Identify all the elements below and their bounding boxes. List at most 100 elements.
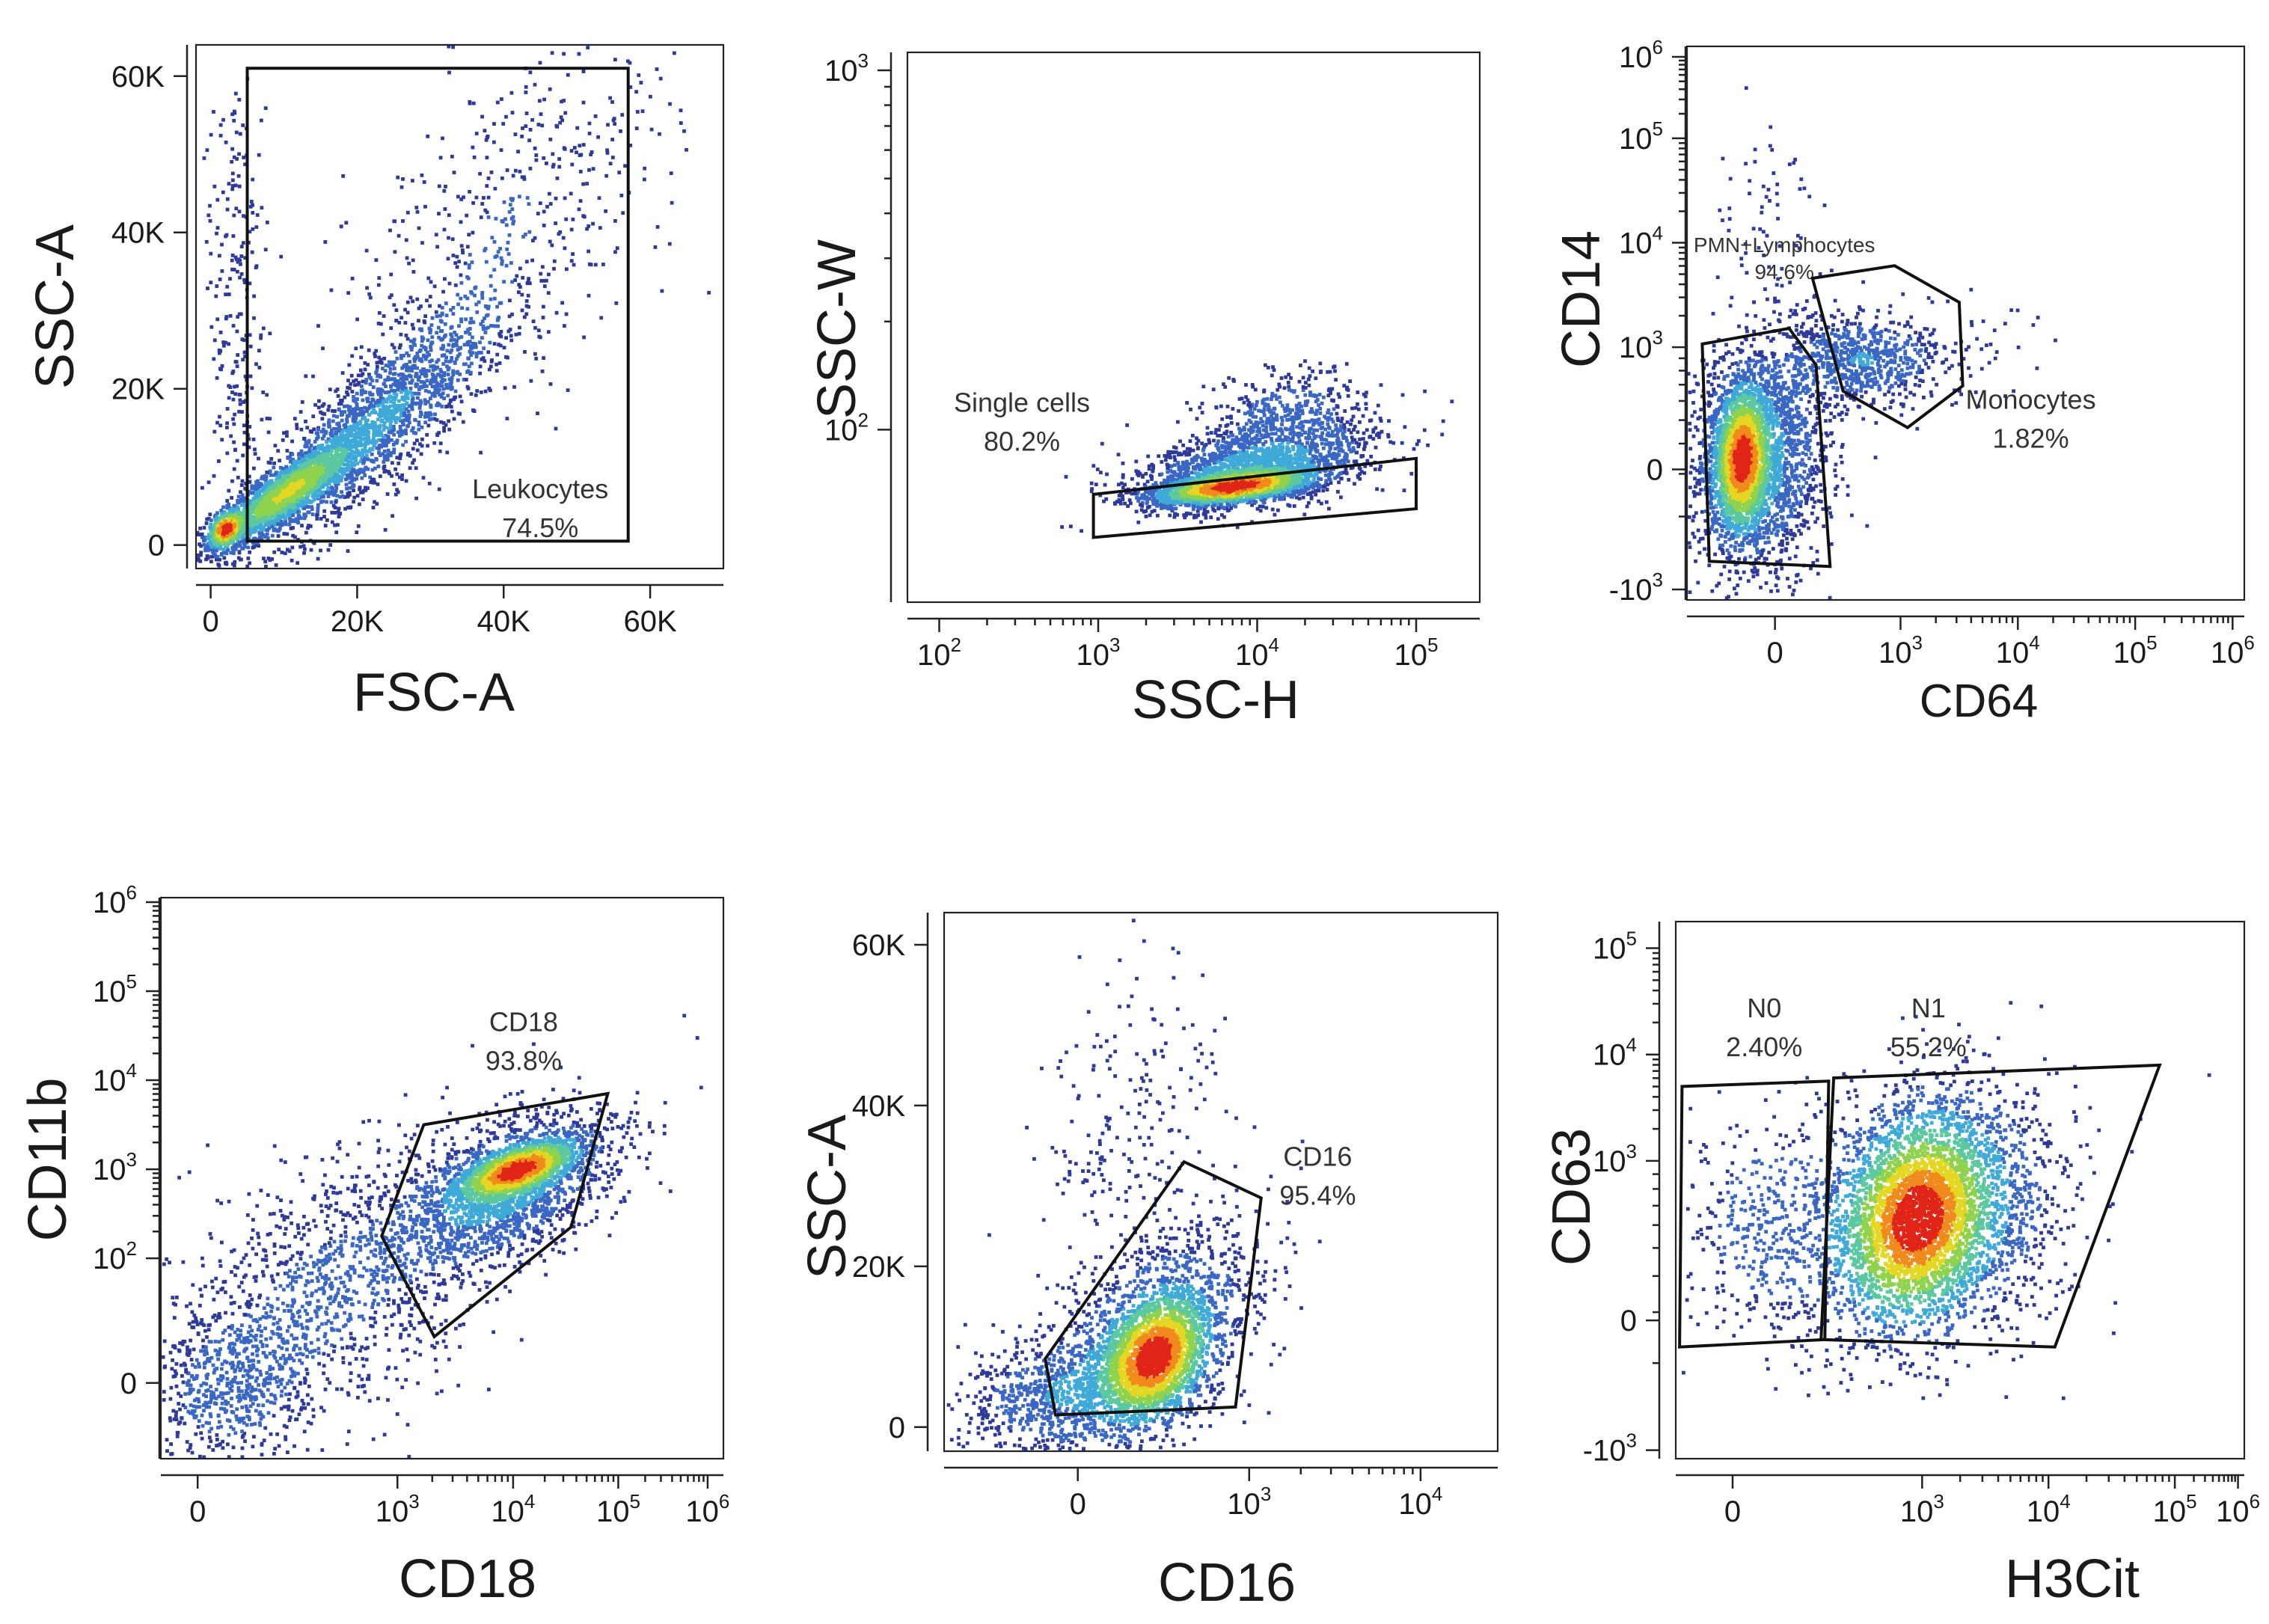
- data-point: [504, 336, 508, 340]
- data-point: [219, 522, 224, 527]
- data-point: [296, 510, 300, 514]
- data-point: [404, 439, 408, 444]
- data-point: [383, 527, 388, 532]
- data-point: [348, 386, 352, 390]
- data-point: [308, 460, 313, 464]
- data-point: [524, 260, 529, 264]
- data-point: [472, 155, 477, 159]
- data-point: [464, 378, 468, 382]
- data-point: [643, 166, 647, 171]
- data-point: [390, 343, 394, 347]
- data-point: [525, 196, 530, 200]
- data-point: [235, 157, 239, 161]
- data-point: [399, 410, 404, 414]
- data-point: [307, 438, 311, 443]
- data-point: [462, 343, 467, 347]
- data-point: [266, 430, 271, 435]
- data-point: [417, 226, 421, 230]
- data-point: [520, 175, 524, 180]
- data-point: [292, 498, 296, 503]
- data-point: [233, 522, 236, 527]
- data-point: [449, 332, 453, 337]
- data-point: [387, 436, 391, 441]
- data-point: [294, 494, 298, 498]
- data-point: [209, 281, 213, 284]
- data-point: [377, 447, 381, 451]
- data-point: [337, 515, 341, 518]
- data-point: [295, 465, 298, 469]
- data-point: [281, 494, 284, 499]
- data-point: [481, 356, 486, 360]
- data-point: [352, 399, 356, 402]
- data-point: [361, 379, 365, 384]
- data-point: [395, 356, 399, 361]
- data-point: [449, 307, 453, 312]
- data-point: [425, 432, 429, 437]
- data-point: [453, 361, 457, 365]
- data-point: [479, 322, 483, 326]
- data-point: [400, 474, 404, 477]
- data-point: [336, 394, 340, 398]
- data-point: [240, 410, 244, 414]
- data-point: [394, 319, 399, 323]
- data-point: [217, 349, 221, 352]
- data-point: [360, 426, 364, 431]
- data-point: [382, 424, 386, 428]
- data-point: [331, 445, 335, 449]
- data-point: [394, 410, 399, 414]
- data-point: [206, 287, 209, 290]
- data-point: [533, 82, 537, 87]
- data-point: [392, 367, 396, 370]
- data-point: [340, 418, 344, 423]
- data-point: [518, 169, 522, 174]
- data-point: [456, 348, 460, 352]
- data-point: [447, 385, 451, 390]
- data-point: [263, 510, 266, 514]
- data-point: [243, 536, 247, 540]
- data-point: [268, 502, 272, 506]
- data-point: [400, 366, 405, 370]
- data-point: [218, 254, 221, 258]
- data-point: [570, 162, 575, 167]
- data-point: [518, 325, 521, 330]
- data-point: [349, 424, 353, 429]
- data-point: [418, 399, 423, 403]
- data-point: [290, 558, 294, 563]
- data-point: [361, 410, 365, 414]
- data-point: [610, 100, 614, 104]
- data-point: [575, 126, 580, 130]
- data-point: [436, 325, 441, 330]
- data-point: [308, 429, 313, 433]
- data-point: [328, 387, 332, 392]
- data-point: [382, 454, 387, 459]
- data-point: [375, 446, 379, 450]
- data-point: [429, 379, 433, 382]
- data-point: [428, 381, 432, 385]
- data-point: [359, 392, 364, 396]
- data-point: [516, 150, 520, 153]
- data-point: [242, 281, 247, 284]
- data-point: [256, 541, 260, 545]
- data-point: [380, 414, 385, 417]
- y-tick-label: 20K: [111, 373, 165, 406]
- data-point: [493, 288, 497, 292]
- data-point: [278, 465, 283, 470]
- data-point: [296, 490, 299, 494]
- data-point: [376, 403, 381, 407]
- data-point: [422, 319, 426, 323]
- data-point: [310, 485, 314, 489]
- data-point: [215, 231, 218, 236]
- data-point: [231, 234, 236, 238]
- data-point: [301, 465, 304, 468]
- data-point: [350, 479, 354, 483]
- data-point: [307, 487, 310, 491]
- data-point: [384, 364, 388, 367]
- data-point: [269, 490, 274, 494]
- data-point: [462, 195, 465, 200]
- data-point: [554, 310, 559, 315]
- data-point: [329, 500, 334, 504]
- data-point: [385, 399, 389, 404]
- data-point: [393, 250, 397, 254]
- data-point: [426, 399, 430, 404]
- data-point: [300, 492, 304, 497]
